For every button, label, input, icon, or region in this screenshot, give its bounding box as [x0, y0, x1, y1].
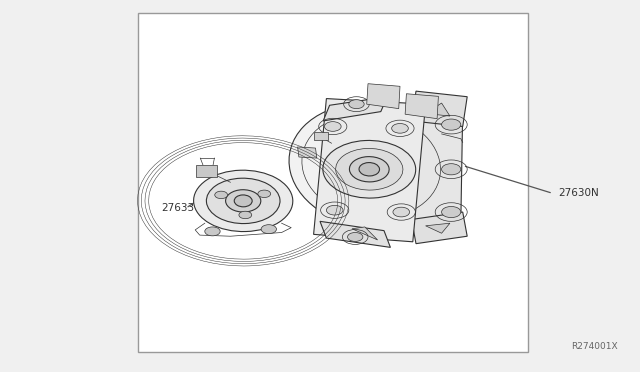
- Circle shape: [392, 124, 408, 133]
- Ellipse shape: [349, 157, 389, 182]
- Ellipse shape: [335, 148, 403, 190]
- Polygon shape: [298, 147, 317, 158]
- Circle shape: [442, 119, 461, 130]
- Polygon shape: [320, 221, 390, 247]
- Circle shape: [393, 207, 410, 217]
- FancyBboxPatch shape: [196, 165, 217, 177]
- Polygon shape: [352, 227, 378, 240]
- Ellipse shape: [225, 190, 261, 212]
- Polygon shape: [367, 84, 400, 109]
- Polygon shape: [314, 99, 426, 242]
- Text: 27630N: 27630N: [558, 189, 599, 198]
- Circle shape: [205, 227, 220, 236]
- Polygon shape: [426, 103, 450, 116]
- Polygon shape: [412, 212, 467, 244]
- Ellipse shape: [289, 103, 453, 228]
- Polygon shape: [410, 102, 463, 231]
- Polygon shape: [426, 223, 450, 233]
- Text: R274001X: R274001X: [571, 342, 618, 351]
- Circle shape: [258, 190, 271, 198]
- Bar: [314, 132, 328, 140]
- Circle shape: [261, 225, 276, 234]
- Circle shape: [349, 100, 364, 109]
- Circle shape: [442, 206, 461, 218]
- Text: 27633: 27633: [161, 203, 195, 213]
- Ellipse shape: [359, 163, 380, 176]
- Circle shape: [324, 122, 341, 131]
- Ellipse shape: [323, 141, 416, 198]
- Polygon shape: [405, 94, 438, 119]
- Circle shape: [348, 232, 363, 241]
- Polygon shape: [323, 97, 387, 121]
- Circle shape: [442, 164, 461, 175]
- Bar: [138, 13, 528, 352]
- Circle shape: [239, 211, 252, 219]
- Circle shape: [326, 205, 343, 215]
- Circle shape: [215, 191, 228, 199]
- Ellipse shape: [206, 178, 280, 224]
- Ellipse shape: [234, 195, 252, 207]
- Polygon shape: [412, 91, 467, 126]
- Ellipse shape: [193, 170, 293, 231]
